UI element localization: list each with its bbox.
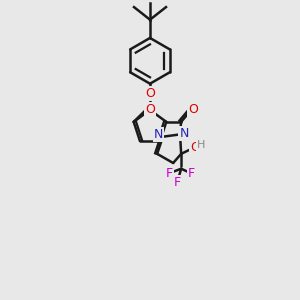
Text: H: H (197, 140, 206, 150)
Text: O: O (145, 103, 155, 116)
Text: F: F (173, 176, 181, 189)
Text: F: F (188, 167, 195, 180)
Text: O: O (145, 87, 155, 100)
Text: F: F (166, 167, 173, 180)
Text: N: N (179, 127, 189, 140)
Text: O: O (188, 103, 198, 116)
Text: O: O (190, 141, 200, 154)
Text: N: N (154, 128, 164, 141)
